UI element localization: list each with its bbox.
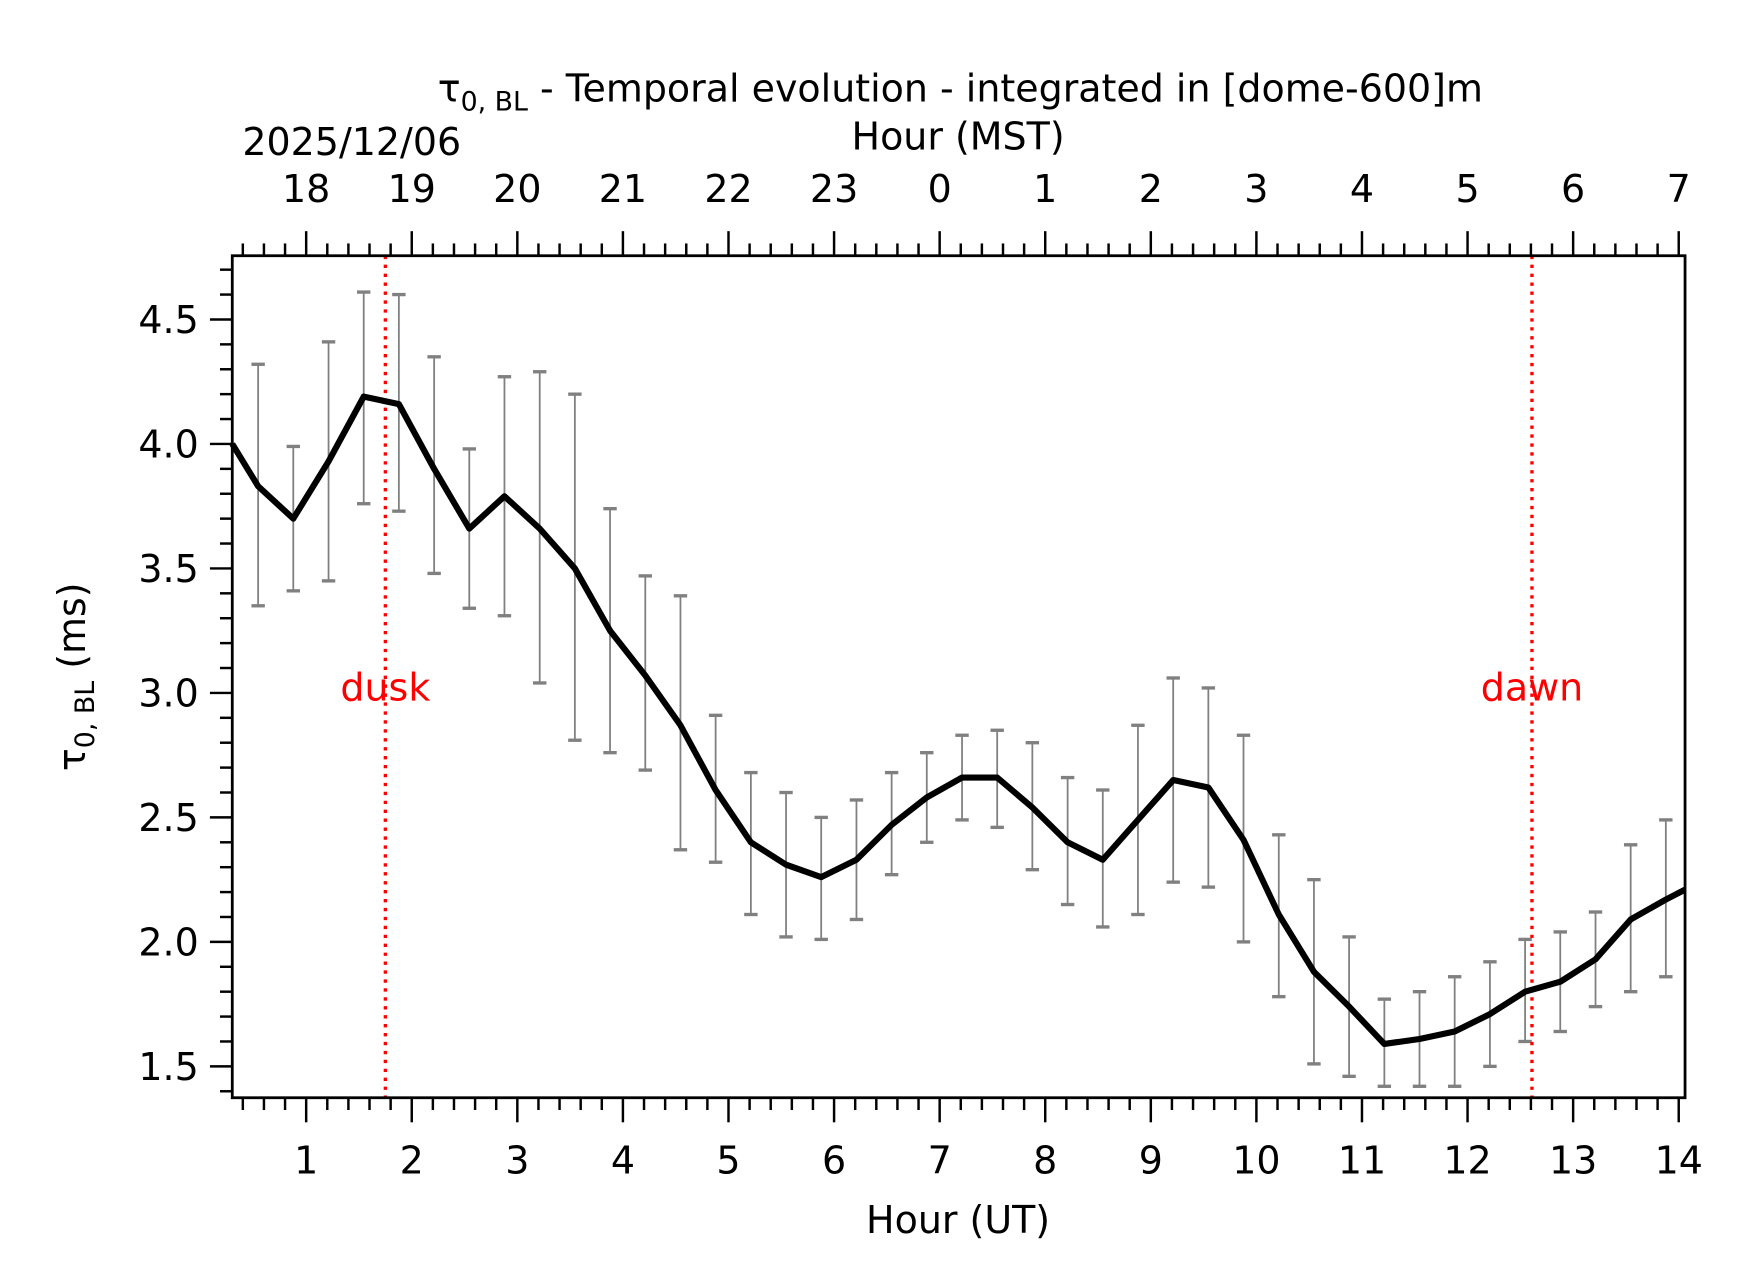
x-tick-label: 12 — [1443, 1139, 1491, 1183]
y-axis-label: τ0, BL (ms) — [50, 582, 101, 771]
y-tick-label: 2.5 — [138, 796, 198, 840]
x-tick-label: 3 — [505, 1139, 529, 1183]
y-tick-label: 1.5 — [138, 1045, 198, 1089]
x2-tick-label: 1 — [1033, 167, 1057, 211]
x-tick-label: 4 — [611, 1139, 635, 1183]
plot-frame — [230, 254, 1687, 1100]
title-subscript: 0, BL — [461, 87, 528, 118]
x2-tick-label: 7 — [1667, 167, 1691, 211]
y-tick-label: 4.5 — [138, 298, 198, 342]
x2-tick-label: 22 — [704, 167, 752, 211]
x2-tick-label: 2 — [1139, 167, 1163, 211]
x2-tick-label: 0 — [928, 167, 952, 211]
y-tick-label: 3.5 — [138, 547, 198, 591]
x2-tick-label: 23 — [810, 167, 858, 211]
chart-title: τ0, BL - Temporal evolution - integrated… — [438, 67, 1483, 118]
x-tick-label: 11 — [1338, 1139, 1386, 1183]
ylabel-text: (ms) — [50, 582, 94, 680]
title-symbol: τ — [438, 67, 461, 111]
annotation-label-dusk: dusk — [340, 666, 430, 710]
y-tick-label: 2.0 — [138, 920, 198, 964]
x-tick-label: 6 — [822, 1139, 846, 1183]
x-tick-label: 2 — [400, 1139, 424, 1183]
y-tick-label: 4.0 — [138, 422, 198, 466]
series-line — [229, 393, 1687, 1048]
x2-tick-label: 20 — [493, 167, 541, 211]
x-tick-label: 10 — [1232, 1139, 1280, 1183]
date-label: 2025/12/06 — [242, 120, 461, 164]
x-tick-label: 13 — [1549, 1139, 1597, 1183]
annotation-label-dawn: dawn — [1481, 666, 1583, 710]
x2-tick-label: 19 — [388, 167, 436, 211]
ylabel-subscript: 0, BL — [70, 681, 101, 748]
x2-tick-label: 21 — [599, 167, 647, 211]
x-tick-label: 5 — [716, 1139, 740, 1183]
y-tick-label: 3.0 — [138, 671, 198, 715]
x2-tick-label: 5 — [1455, 167, 1479, 211]
x-tick-label: 8 — [1033, 1139, 1057, 1183]
x-tick-label: 7 — [928, 1139, 952, 1183]
x-tick-label: 1 — [294, 1139, 318, 1183]
x2-tick-label: 3 — [1244, 167, 1268, 211]
x2-tick-label: 6 — [1561, 167, 1585, 211]
x2-axis-label: Hour (MST) — [852, 115, 1065, 159]
x-tick-label: 9 — [1139, 1139, 1163, 1183]
ylabel-symbol: τ — [50, 748, 94, 771]
x2-tick-label: 4 — [1350, 167, 1374, 211]
x2-tick-label: 18 — [282, 167, 330, 211]
x-axis-label: Hour (UT) — [866, 1198, 1050, 1242]
x-tick-label: 14 — [1655, 1139, 1703, 1183]
title-text: - Temporal evolution - integrated in [do… — [528, 67, 1483, 111]
